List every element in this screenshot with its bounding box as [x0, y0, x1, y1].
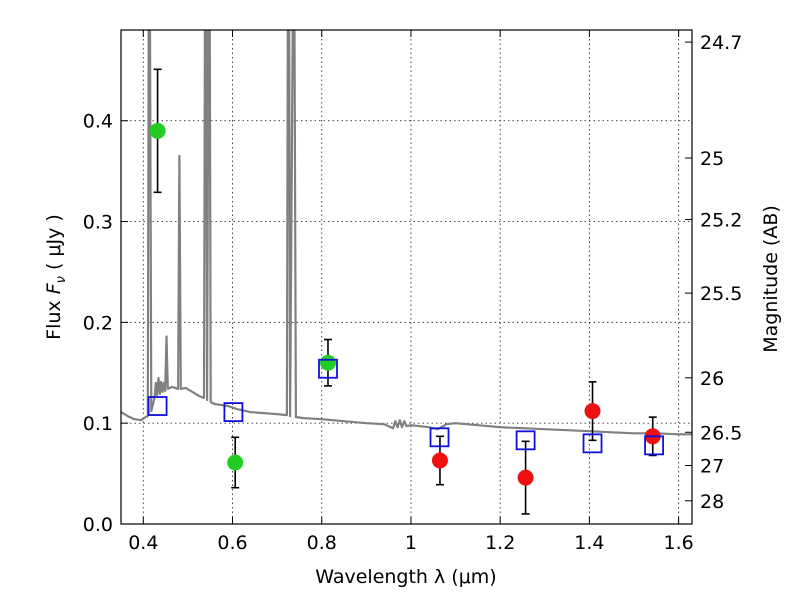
- data-point-marker: [149, 122, 166, 139]
- x-tick-label: 0.8: [307, 532, 337, 554]
- marker-layer: [147, 68, 664, 515]
- model-square-marker: [515, 430, 536, 451]
- x-axis-label: Wavelength λ (μm): [315, 566, 496, 588]
- y-tick-label: 0.0: [83, 514, 113, 536]
- x-tick-label: 1.6: [664, 532, 694, 554]
- y-axis-label-symbol: F: [43, 282, 65, 294]
- data-point-marker: [319, 354, 336, 371]
- x-tick-label: 0.6: [217, 532, 247, 554]
- tick-layer: 0.4 0.6 0.8 1 1.2 1.4 1.6 0.0 0.1 0.2 0.3 0.4 24.7 25…: [83, 30, 742, 554]
- y-tick-label: 0.2: [83, 312, 113, 334]
- y-tick-label: 0.1: [83, 413, 113, 435]
- right-tick-label: 28: [700, 491, 724, 513]
- data-point-marker: [431, 452, 448, 469]
- right-tick-label: 26.5: [700, 422, 742, 444]
- x-tick-label: 1.4: [574, 532, 604, 554]
- spectrum-layer: [121, 30, 692, 436]
- right-tick-label: 24.7: [700, 32, 742, 54]
- data-point-marker: [584, 403, 601, 420]
- x-tick-label: 1.2: [485, 532, 515, 554]
- right-tick-label: 27: [700, 456, 724, 478]
- y-axis-label-suffix: ( μJy ): [43, 214, 65, 276]
- model-square-marker: [223, 402, 244, 422]
- model-square-marker: [644, 435, 664, 456]
- y-axis-label-prefix: Flux: [43, 294, 65, 340]
- plot-frame: [120, 29, 693, 525]
- model-square-marker: [147, 396, 168, 416]
- data-point-marker: [517, 469, 534, 486]
- data-point-marker: [227, 454, 244, 471]
- right-tick-label: 25.5: [700, 283, 742, 305]
- model-square-marker: [582, 433, 603, 454]
- y-tick-label: 0.4: [83, 111, 113, 133]
- x-tick-label: 0.4: [128, 532, 158, 554]
- model-square-marker: [429, 427, 450, 448]
- y-axis-label: Flux Fν ( μJy ): [43, 214, 69, 340]
- right-tick-label: 25: [700, 148, 724, 170]
- right-axis-label: Magnitude (AB): [760, 205, 782, 353]
- x-tick-label: 1: [405, 532, 417, 554]
- y-tick-label: 0.3: [83, 212, 113, 234]
- model-square-marker: [318, 358, 338, 379]
- right-tick-label: 26: [700, 368, 724, 390]
- right-tick-label: 25.2: [700, 210, 742, 232]
- y-axis-label-subscript: ν: [54, 276, 69, 283]
- spectrum-line: [121, 30, 692, 436]
